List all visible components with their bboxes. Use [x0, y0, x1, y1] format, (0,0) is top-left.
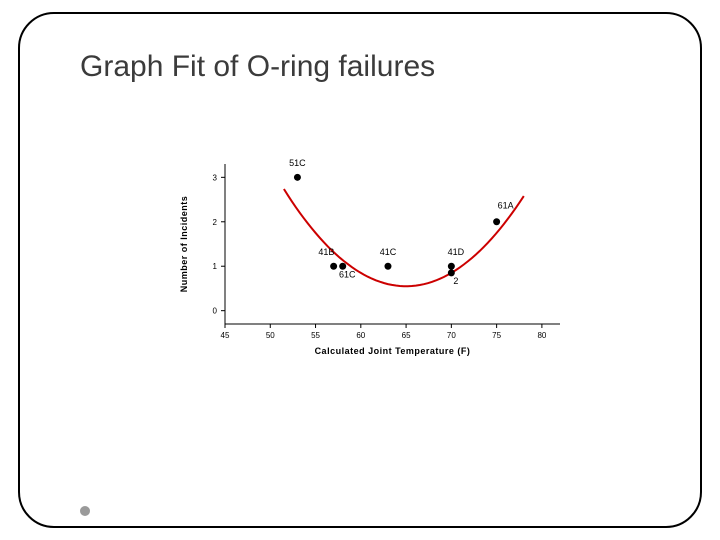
svg-text:50: 50 [266, 331, 275, 340]
svg-text:Calculated Joint Temperature (: Calculated Joint Temperature (F) [315, 346, 471, 356]
slide-title: Graph Fit of O-ring failures [80, 50, 435, 84]
svg-text:61A: 61A [498, 200, 514, 210]
svg-text:65: 65 [402, 331, 411, 340]
svg-text:51C: 51C [289, 158, 306, 168]
svg-text:41D: 41D [448, 247, 465, 257]
chart-svg: 45 50 55 60 65 70 75 80 0 1 2 3 Calculated Joint Tem… [170, 154, 590, 394]
bullet-icon [80, 506, 90, 516]
svg-text:2: 2 [213, 218, 218, 227]
svg-text:55: 55 [311, 331, 320, 340]
slide-frame: Graph Fit of O-ring failures 45 50 55 60 65 7… [18, 12, 702, 528]
svg-text:80: 80 [537, 331, 546, 340]
svg-text:0: 0 [213, 307, 218, 316]
svg-text:1: 1 [213, 262, 218, 271]
svg-text:41B: 41B [318, 247, 334, 257]
svg-text:3: 3 [213, 173, 218, 182]
oring-chart: 45 50 55 60 65 70 75 80 0 1 2 3 Calculated Joint Tem… [170, 154, 590, 394]
svg-text:61C: 61C [339, 269, 356, 279]
svg-text:41C: 41C [380, 247, 397, 257]
svg-text:2: 2 [453, 276, 458, 286]
svg-text:45: 45 [221, 331, 230, 340]
svg-text:Number of Incidents: Number of Incidents [179, 196, 189, 293]
svg-text:70: 70 [447, 331, 456, 340]
svg-text:60: 60 [356, 331, 365, 340]
svg-text:75: 75 [492, 331, 501, 340]
